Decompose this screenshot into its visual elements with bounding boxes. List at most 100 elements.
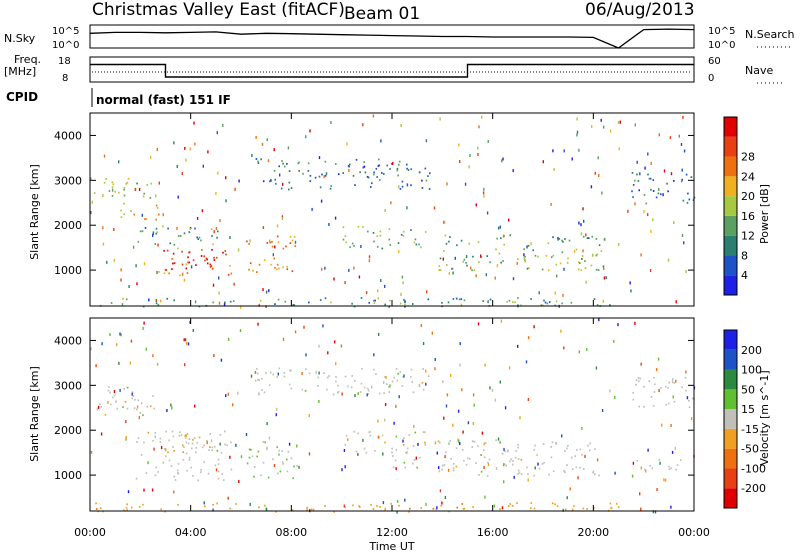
power-cell-7 [420, 246, 422, 249]
power-cell-0 [149, 197, 152, 199]
velocity-cell-8 [130, 506, 133, 509]
velocity-noise-cell [229, 455, 231, 459]
velocity-noise-cell [527, 478, 529, 482]
velocity-cell-2 [173, 450, 175, 452]
power-colorbar-tick-label: 16 [741, 210, 755, 223]
power-colorbar-swatch [724, 196, 737, 216]
velocity-cell-1 [191, 447, 193, 450]
power-noise-cell [530, 242, 532, 246]
velocity-noise-cell [438, 466, 440, 470]
nsearch-label: N.Search [745, 28, 795, 41]
power-cell-11 [687, 192, 689, 195]
velocity-cell-7 [533, 474, 535, 477]
velocity-cell-7 [538, 467, 541, 470]
velocity-cell-1 [178, 434, 181, 437]
velocity-cell-7 [468, 457, 471, 460]
velocity-noise-cell [341, 468, 343, 472]
velocity-cell-9 [635, 383, 637, 386]
power-cell-6 [282, 162, 284, 165]
velocity-cell-4 [427, 375, 430, 378]
velocity-cell-7 [506, 450, 509, 453]
velocity-cell-8 [472, 506, 474, 508]
power-cell-6 [314, 176, 317, 179]
velocity-noise-cell [341, 392, 343, 396]
velocity-cell-4 [304, 389, 307, 392]
velocity-cell-4 [422, 368, 424, 370]
velocity-noise-cell [298, 465, 300, 469]
power-noise-cell [118, 160, 120, 164]
power-noise-cell [406, 183, 409, 187]
velocity-cell-0 [134, 398, 136, 401]
power-noise-cell [585, 280, 587, 284]
power-cell-10 [517, 297, 519, 299]
velocity-cell-4 [410, 376, 412, 378]
velocity-noise-cell [631, 474, 634, 478]
velocity-noise-cell [116, 343, 118, 347]
power-cell-0 [112, 183, 115, 186]
power-cell-7 [349, 246, 351, 249]
power-noise-cell [576, 117, 578, 121]
velocity-cell-1 [217, 477, 220, 480]
power-cell-6 [319, 186, 322, 189]
velocity-noise-cell [640, 507, 642, 511]
velocity-cell-8 [409, 507, 411, 510]
velocity-cell-7 [526, 466, 528, 469]
velocity-cell-8 [509, 503, 511, 505]
power-noise-cell [601, 191, 603, 195]
power-cell-7 [388, 238, 391, 241]
power-noise-cell [202, 164, 204, 168]
velocity-cell-4 [410, 368, 413, 371]
velocity-cell-1 [197, 479, 199, 482]
velocity-cell-8 [229, 507, 231, 510]
power-noise-cell [563, 267, 565, 271]
velocity-cell-7 [579, 466, 581, 469]
nsky-tick-high: 10^5 [52, 26, 79, 37]
velocity-cell-7 [455, 447, 458, 449]
power-noise-cell [135, 264, 137, 268]
velocity-cell-8 [275, 510, 277, 513]
power-cell-3 [200, 255, 203, 257]
velocity-cell-8 [212, 503, 214, 506]
velocity-cell-4 [388, 391, 390, 393]
power-noise-cell [669, 136, 672, 140]
power-cell-11 [632, 184, 635, 186]
power-cell-4 [195, 264, 197, 266]
velocity-noise-cell [402, 439, 404, 443]
velocity-noise-cell [396, 499, 399, 503]
velocity-cell-9 [637, 377, 640, 379]
velocity-noise-cell [425, 502, 427, 506]
power-cell-3 [229, 264, 231, 267]
velocity-cell-4 [326, 388, 328, 391]
power-cell-6 [421, 179, 423, 182]
velocity-cell-5 [353, 430, 355, 433]
velocity-cell-4 [396, 379, 399, 382]
velocity-cell-1 [157, 471, 159, 473]
power-noise-cell [218, 301, 221, 305]
velocity-cell-0 [123, 388, 125, 390]
power-cell-0 [143, 192, 145, 195]
power-cell-5 [248, 268, 250, 271]
power-cell-8 [566, 262, 569, 264]
velocity-cell-8 [609, 502, 612, 505]
velocity-noise-cell [192, 328, 194, 332]
power-noise-cell [501, 159, 503, 163]
power-noise-cell [194, 300, 197, 304]
velocity-noise-cell [343, 504, 345, 508]
power-cell-8 [581, 258, 583, 260]
velocity-noise-cell [213, 354, 215, 358]
power-cell-9 [456, 244, 458, 247]
power-cell-6 [399, 188, 402, 190]
velocity-cell-7 [589, 449, 591, 452]
velocity-noise-cell [249, 502, 251, 506]
power-cell-2 [156, 231, 159, 234]
velocity-cell-7 [437, 440, 440, 443]
power-noise-cell [279, 173, 281, 177]
velocity-noise-cell [415, 456, 417, 460]
velocity-noise-cell [457, 409, 460, 413]
velocity-noise-cell [238, 480, 240, 484]
power-cell-6 [373, 173, 375, 176]
velocity-cell-3 [262, 461, 265, 464]
velocity-cell-5 [422, 431, 425, 433]
power-noise-cell [685, 270, 687, 273]
power-cell-3 [171, 268, 173, 270]
